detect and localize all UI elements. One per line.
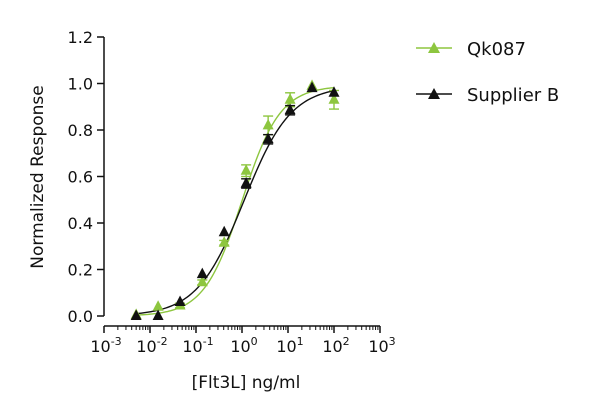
legend-item-qk087: Qk087 [416,39,526,60]
data-point-supplier-b [218,225,230,237]
legend-marker-supplier-b [428,88,440,99]
data-point-supplier-b [240,176,252,188]
data-point-supplier-b [284,103,296,115]
data-point-qk087 [152,300,164,311]
data-point-qk087 [218,236,230,247]
y-axis-title: Normalized Response [28,85,48,268]
data-point-qk087 [240,164,252,175]
data-point-qk087 [196,275,208,287]
x-axis-title: [Flt3L] ng/ml [192,373,301,393]
y-tick-label-3: 0.6 [68,168,93,187]
y-tick-label-1: 0.2 [68,261,93,280]
y-tick-label-4: 0.8 [68,121,93,140]
data-points-layer [130,79,340,320]
data-point-supplier-b [174,295,186,307]
axes-layer [103,37,380,327]
legend-label-supplier-b: Supplier B [467,85,559,106]
x-tick-label-0: 10-3 [90,335,121,356]
y-tick-label-0: 0.0 [68,307,93,326]
legend-marker-qk087 [428,42,440,53]
ticks-layer: 0.0 0.2 0.4 0.6 0.8 1.0 1.2 10-3 10-2 10-1 100 101 1… [68,28,396,356]
x-tick-label-3: 100 [230,335,257,356]
fit-curve-qk087 [136,86,335,316]
fit-curve-supplier-b [136,90,335,315]
x-tick-label-2: 10-1 [182,335,213,356]
x-tick-label-6: 103 [368,335,395,356]
data-point-qk087 [262,118,274,130]
data-point-supplier-b [328,86,340,97]
legend-label-qk087: Qk087 [467,39,526,60]
data-point-supplier-b [130,309,142,320]
data-point-supplier-b [262,132,274,144]
y-tick-label-2: 0.4 [68,214,93,233]
data-point-qk087 [284,93,296,104]
data-point-supplier-b [306,81,318,93]
x-tick-label-5: 102 [322,335,349,356]
x-tick-label-1: 10-2 [136,335,167,356]
y-tick-label-5: 1.0 [68,75,93,94]
y-tick-label-6: 1.2 [68,28,93,47]
legend-item-supplier-b: Supplier B [416,85,559,106]
legend: Qk087 Supplier B [416,39,559,106]
fit-curves-layer [136,86,335,316]
data-point-supplier-b [152,309,164,320]
data-point-qk087 [328,93,340,104]
data-point-supplier-b [196,267,208,279]
x-tick-label-4: 101 [276,335,303,356]
